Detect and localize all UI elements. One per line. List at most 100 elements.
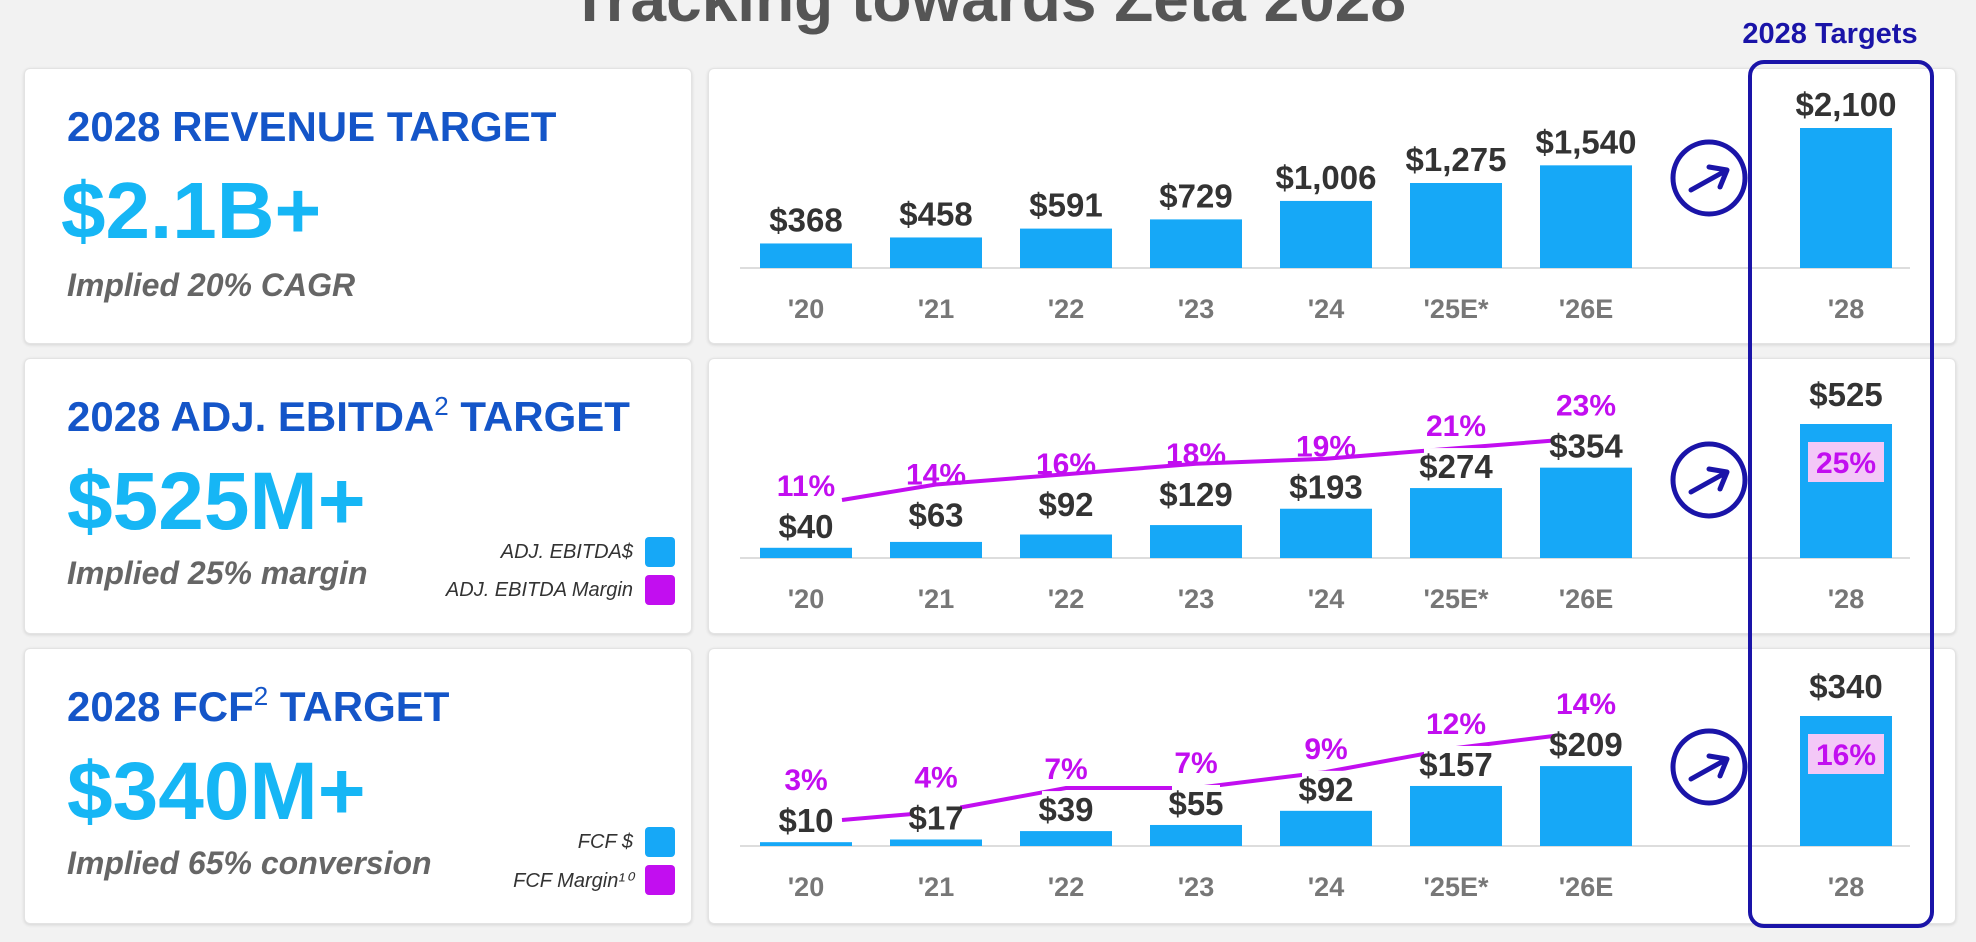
fcf-legend-dollars: FCF $ bbox=[578, 827, 675, 857]
chart-bar bbox=[760, 547, 852, 558]
chart-bar bbox=[890, 839, 982, 846]
bar-value-label: $157 bbox=[1419, 746, 1492, 783]
x-tick-label: '25E* bbox=[1424, 294, 1489, 324]
legend-label: FCF $ bbox=[577, 830, 633, 853]
x-tick-label: '21 bbox=[918, 584, 954, 614]
chart-bar bbox=[1280, 200, 1372, 268]
chart-bar bbox=[1540, 165, 1632, 268]
x-tick-label: '21 bbox=[918, 872, 954, 902]
bar-value-label: $193 bbox=[1289, 469, 1362, 506]
margin-label: 14% bbox=[1556, 688, 1616, 721]
value-label-bg bbox=[1424, 448, 1488, 487]
margin-label: 11% bbox=[777, 470, 835, 503]
chart-bar bbox=[1020, 831, 1112, 846]
value-label-bg bbox=[1164, 475, 1228, 514]
ebitda-kpi-title: 2028 ADJ. EBITDA2 TARGET bbox=[67, 391, 630, 440]
x-tick-label: '22 bbox=[1048, 872, 1084, 902]
chart-bar bbox=[1150, 824, 1242, 846]
value-label-bg bbox=[1424, 745, 1488, 784]
margin-badge-label: 25% bbox=[1816, 447, 1876, 480]
bar-value-label: $1,540 bbox=[1536, 123, 1637, 160]
legend-swatch-line bbox=[645, 865, 675, 895]
chart-bar bbox=[760, 243, 852, 268]
margin-badge bbox=[1808, 442, 1884, 482]
margin-label: 16% bbox=[1036, 448, 1096, 481]
value-label-bg bbox=[1294, 468, 1358, 507]
fcf-legend-margin: FCF Margin¹⁰ bbox=[513, 865, 675, 895]
x-tick-label: '21 bbox=[918, 294, 954, 324]
bar-value-label: $340 bbox=[1809, 668, 1882, 705]
bar-value-label: $591 bbox=[1029, 187, 1102, 224]
x-tick-label: '22 bbox=[1048, 294, 1084, 324]
x-tick-label: '23 bbox=[1178, 294, 1214, 324]
bar-value-label: $274 bbox=[1419, 448, 1493, 485]
x-tick-label: '28 bbox=[1828, 294, 1864, 324]
value-label-bg bbox=[782, 507, 830, 546]
x-tick-label: '25E* bbox=[1424, 584, 1489, 614]
page-title: Tracking towards Zeta 2028 bbox=[0, 0, 1976, 36]
x-tick-label: '25E* bbox=[1424, 872, 1489, 902]
x-tick-label: '20 bbox=[788, 584, 824, 614]
chart-bar bbox=[1150, 219, 1242, 268]
bar-value-label: $92 bbox=[1298, 771, 1353, 808]
chart-bar bbox=[1410, 785, 1502, 846]
bar-value-label: $368 bbox=[769, 201, 842, 238]
value-label-bg bbox=[1554, 427, 1618, 466]
x-tick-label: '28 bbox=[1828, 872, 1864, 902]
x-tick-label: '23 bbox=[1178, 872, 1214, 902]
value-label-bg bbox=[1554, 726, 1618, 765]
legend-label: ADJ. EBITDA$ bbox=[500, 540, 633, 563]
margin-label: 7% bbox=[1044, 753, 1087, 786]
legend-swatch-line bbox=[645, 575, 675, 605]
margin-badge-label: 16% bbox=[1816, 739, 1876, 772]
chart-bar bbox=[1280, 508, 1372, 558]
revenue-kpi-note: Implied 20% CAGR bbox=[67, 267, 356, 303]
chart-bar bbox=[890, 541, 982, 558]
bar-value-label: $10 bbox=[778, 802, 833, 839]
margin-label: 14% bbox=[906, 459, 966, 492]
chart-bar bbox=[1020, 228, 1112, 268]
chart-bar bbox=[760, 842, 852, 846]
x-tick-label: '20 bbox=[788, 294, 824, 324]
fcf-kpi-note: Implied 65% conversion bbox=[67, 845, 432, 881]
x-tick-label: '23 bbox=[1178, 584, 1214, 614]
value-label-bg bbox=[1172, 784, 1220, 823]
ebitda-legend-dollars: ADJ. EBITDA$ bbox=[501, 537, 675, 567]
revenue-kpi-card: 2028 REVENUE TARGET $2.1B+ Implied 20% C… bbox=[24, 68, 692, 344]
bar-value-label: $2,100 bbox=[1796, 86, 1897, 123]
value-label-bg bbox=[1042, 486, 1090, 525]
bar-value-label: $1,006 bbox=[1276, 159, 1377, 196]
bar-value-label: $39 bbox=[1038, 791, 1093, 828]
ebitda-kpi-value: $525M+ bbox=[67, 456, 366, 547]
value-label-bg bbox=[782, 802, 830, 841]
bar-value-label: $55 bbox=[1168, 785, 1223, 822]
chart-bar bbox=[1540, 467, 1632, 558]
bar-value-label: $209 bbox=[1549, 726, 1622, 763]
value-label-bg bbox=[1302, 770, 1350, 809]
x-tick-label: '28 bbox=[1828, 584, 1864, 614]
x-tick-label: '24 bbox=[1308, 872, 1344, 902]
bar-value-label: $729 bbox=[1159, 177, 1232, 214]
fcf-kpi-value: $340M+ bbox=[67, 746, 366, 837]
value-label-bg bbox=[912, 799, 960, 838]
margin-label: 23% bbox=[1556, 390, 1616, 423]
bar-value-label: $17 bbox=[908, 800, 963, 837]
x-tick-label: '24 bbox=[1308, 584, 1344, 614]
revenue-kpi-title: 2028 REVENUE TARGET bbox=[67, 103, 557, 150]
chart-bar bbox=[1150, 525, 1242, 558]
margin-label: 19% bbox=[1296, 431, 1356, 464]
chart-bar bbox=[1540, 766, 1632, 846]
fcf-kpi-title: 2028 FCF2 TARGET bbox=[67, 681, 450, 730]
chart-bar bbox=[1410, 183, 1502, 268]
margin-label: 4% bbox=[914, 762, 957, 795]
bar-value-label: $525 bbox=[1809, 376, 1882, 413]
margin-label: 21% bbox=[1426, 410, 1486, 443]
bar-value-label: $63 bbox=[908, 497, 963, 534]
bar-value-label: $129 bbox=[1159, 476, 1232, 513]
chart-bar bbox=[890, 237, 982, 268]
bar-value-label: $92 bbox=[1038, 486, 1093, 523]
ebitda-kpi-note: Implied 25% margin bbox=[67, 555, 368, 591]
ebitda-kpi-card: 2028 ADJ. EBITDA2 TARGET $525M+ Implied … bbox=[24, 358, 692, 634]
x-tick-label: '26E bbox=[1559, 872, 1613, 902]
margin-label: 18% bbox=[1166, 438, 1226, 471]
